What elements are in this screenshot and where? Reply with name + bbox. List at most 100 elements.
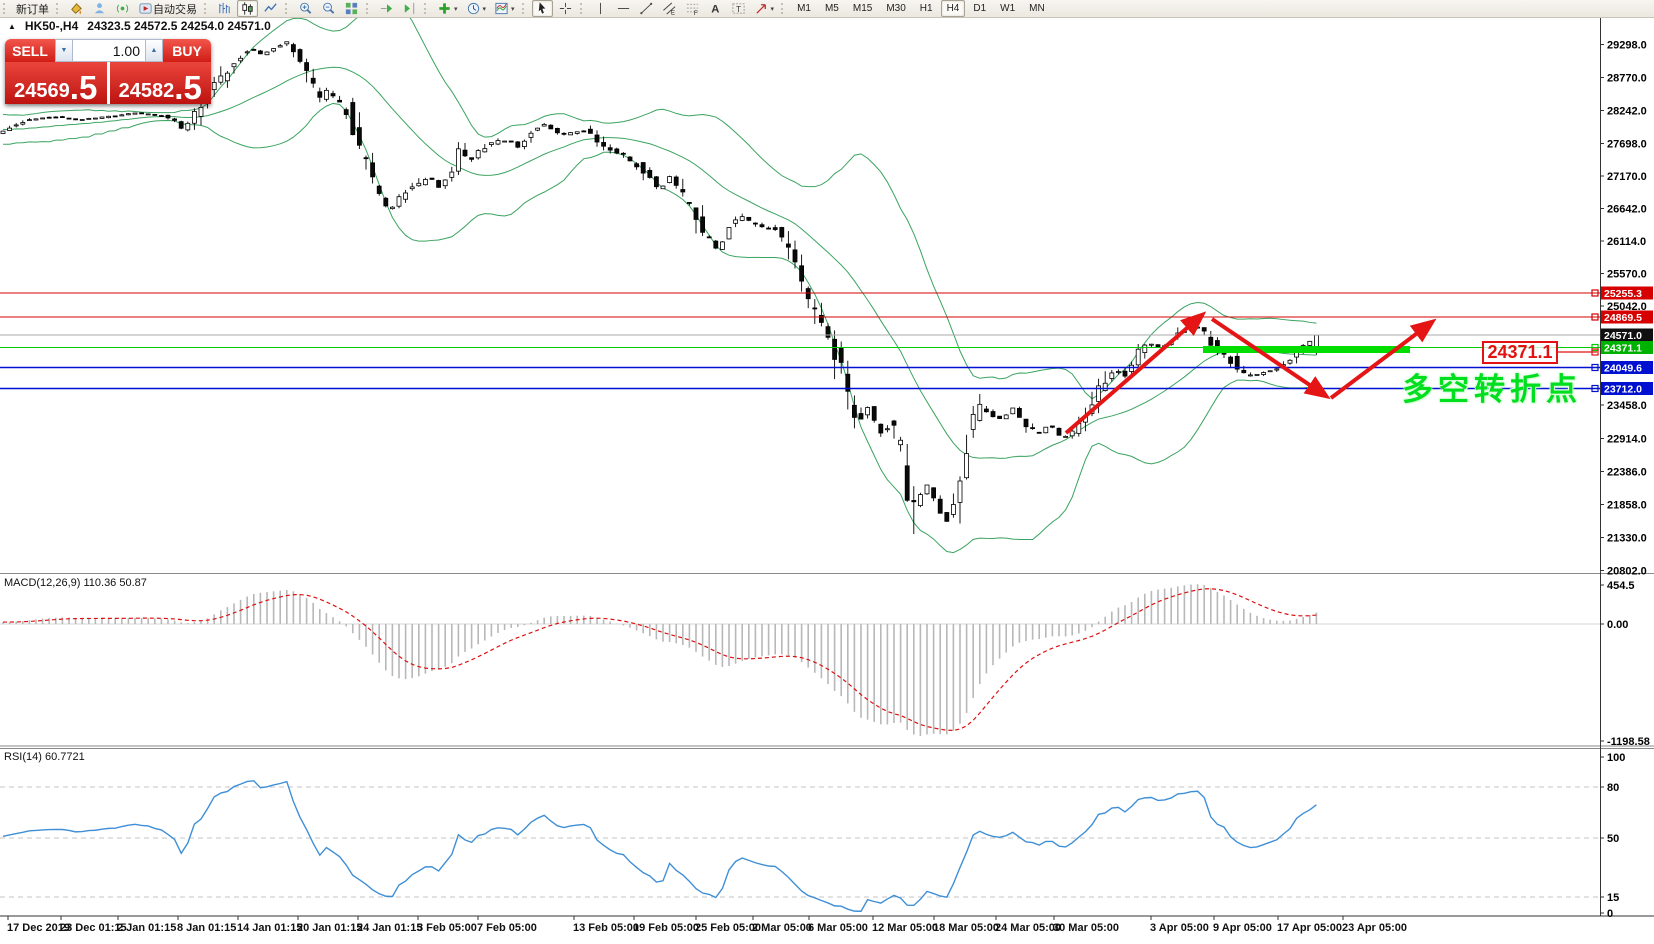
arrows-icon bbox=[755, 4, 766, 14]
sell-button[interactable]: SELL bbox=[5, 39, 55, 62]
community-button[interactable] bbox=[89, 0, 110, 17]
tf-h4-button[interactable]: H4 bbox=[940, 0, 966, 17]
templates-dropdown-icon[interactable]: ▾ bbox=[511, 5, 515, 13]
price-tag bbox=[1601, 328, 1653, 342]
svg-text:25042.0: 25042.0 bbox=[1607, 301, 1647, 313]
crosshair-button[interactable] bbox=[555, 0, 576, 17]
cursor-button[interactable] bbox=[531, 0, 553, 17]
rsi-levels bbox=[0, 786, 1600, 898]
indicators-button[interactable]: ▾ bbox=[434, 0, 461, 17]
svg-text:24049.6: 24049.6 bbox=[1604, 363, 1642, 375]
tf-w1-button[interactable]: W1 bbox=[994, 0, 1021, 17]
autotrading-button[interactable]: 自动交易 bbox=[135, 0, 200, 17]
tf-m1-button[interactable]: M1 bbox=[791, 0, 817, 17]
zoom-out-icon bbox=[323, 2, 335, 14]
buy-button[interactable]: BUY bbox=[163, 39, 211, 62]
text-icon: A bbox=[711, 4, 719, 16]
svg-text:2 Jan 01:15: 2 Jan 01:15 bbox=[117, 922, 176, 934]
sell-price-button[interactable]: 24569.5 bbox=[5, 62, 107, 104]
auto-scroll-button[interactable] bbox=[376, 0, 397, 17]
svg-text:17 Dec 2019: 17 Dec 2019 bbox=[7, 922, 70, 934]
new-order-button[interactable]: 新订单 bbox=[13, 0, 52, 17]
periods-dropdown-icon[interactable]: ▾ bbox=[482, 5, 487, 13]
zoom-out-button[interactable] bbox=[318, 0, 339, 17]
toolbar-group-grip bbox=[285, 3, 290, 14]
volume-down-button[interactable]: ▼ bbox=[55, 39, 73, 62]
price-tag bbox=[1601, 382, 1653, 395]
arrows-button[interactable]: ▾ bbox=[751, 0, 778, 17]
svg-text:3 Apr 05:00: 3 Apr 05:00 bbox=[1150, 922, 1209, 934]
volume-input[interactable]: 1.00 bbox=[73, 39, 145, 62]
chart-shift-button[interactable] bbox=[399, 0, 420, 17]
svg-text:25255.3: 25255.3 bbox=[1604, 288, 1642, 300]
zoom-in-button[interactable] bbox=[295, 0, 316, 17]
line-chart-button[interactable] bbox=[260, 0, 281, 17]
tf-m5-button[interactable]: M5 bbox=[819, 0, 845, 17]
svg-text:24 Jan 01:15: 24 Jan 01:15 bbox=[357, 922, 422, 934]
tf-m30-button[interactable]: M30 bbox=[880, 0, 911, 17]
templates-button[interactable]: ▾ bbox=[491, 0, 518, 17]
volume-up-button[interactable]: ▲ bbox=[145, 39, 163, 62]
signals-button[interactable] bbox=[112, 0, 133, 17]
svg-text:3 Feb 05:00: 3 Feb 05:00 bbox=[417, 922, 477, 934]
pane-frame bbox=[0, 17, 1654, 917]
tile-windows-button[interactable] bbox=[341, 0, 362, 17]
tf-m15-button-label: M15 bbox=[852, 3, 873, 14]
text-label-button[interactable]: T bbox=[728, 0, 749, 17]
bar-chart-button[interactable] bbox=[214, 0, 235, 17]
line-handle[interactable] bbox=[1591, 343, 1599, 352]
one-click-collapse-icon[interactable]: ▲ bbox=[8, 21, 16, 31]
trendline-icon bbox=[639, 2, 652, 15]
note-connector-handle[interactable] bbox=[1591, 348, 1599, 356]
candles-layer bbox=[0, 41, 1319, 535]
buy-price-button[interactable]: 24582.5 bbox=[109, 62, 211, 104]
tf-h1-button[interactable]: H1 bbox=[914, 0, 939, 17]
tf-w1-button-label: W1 bbox=[1000, 3, 1016, 14]
svg-text:0.00: 0.00 bbox=[1607, 619, 1628, 631]
trend-arrow[interactable] bbox=[1329, 318, 1437, 400]
price-tag bbox=[1601, 286, 1653, 300]
line-handle[interactable] bbox=[1591, 289, 1599, 297]
svg-text:80: 80 bbox=[1607, 782, 1619, 794]
svg-text:-1198.58: -1198.58 bbox=[1607, 736, 1650, 748]
trend-arrow[interactable] bbox=[1064, 311, 1207, 435]
templates-icon bbox=[495, 2, 508, 15]
equidistant-channel-button[interactable]: E bbox=[659, 0, 680, 17]
trendline-button[interactable] bbox=[636, 0, 657, 17]
rsi-indicator-label: RSI(14) 60.7721 bbox=[4, 751, 85, 763]
periods-button[interactable]: ▾ bbox=[463, 0, 490, 17]
arrows-dropdown-icon[interactable]: ▾ bbox=[770, 5, 775, 13]
price-axis[interactable]: 29298.0 28770.0 28242.0 27698.0 27170.0 26642… bbox=[1600, 40, 1653, 921]
tf-d1-button[interactable]: D1 bbox=[967, 0, 992, 17]
line-handle[interactable] bbox=[1591, 363, 1599, 372]
fibonacci-button[interactable]: F bbox=[682, 0, 703, 17]
svg-text:29298.0: 29298.0 bbox=[1607, 40, 1647, 52]
indicators-icon bbox=[439, 3, 450, 14]
chart-header: ▲ HK50-,H4 24323.5 24572.5 24254.0 24571… bbox=[8, 19, 271, 33]
turning-point-annotation[interactable]: 多空转折点 bbox=[1402, 372, 1582, 407]
indicators-dropdown-icon[interactable]: ▾ bbox=[454, 5, 458, 13]
candlestick-chart-button[interactable] bbox=[237, 0, 258, 17]
line-handle[interactable] bbox=[1591, 384, 1599, 393]
svg-text:7 Feb 05:00: 7 Feb 05:00 bbox=[477, 922, 537, 934]
horizontal-line-button[interactable] bbox=[613, 0, 634, 17]
trend-arrow[interactable] bbox=[1210, 317, 1331, 400]
line-handle[interactable] bbox=[1591, 313, 1599, 321]
vertical-line-button[interactable] bbox=[590, 0, 611, 17]
tf-mn-button[interactable]: MN bbox=[1023, 0, 1051, 17]
tile-windows-icon bbox=[345, 2, 358, 15]
tf-h1-button-label: H1 bbox=[919, 3, 933, 14]
price-annotation-box[interactable]: 24371.1 bbox=[1482, 341, 1558, 364]
tf-m15-button[interactable]: M15 bbox=[847, 0, 878, 17]
svg-text:19 Feb 05:00: 19 Feb 05:00 bbox=[633, 922, 699, 934]
styler-button[interactable] bbox=[66, 0, 87, 17]
macd-histogram bbox=[0, 584, 1600, 736]
svg-text:26114.0: 26114.0 bbox=[1607, 236, 1646, 248]
trend-arrows[interactable] bbox=[1064, 311, 1599, 435]
horizontal-level-lines[interactable] bbox=[0, 289, 1600, 393]
highlight-band[interactable] bbox=[1203, 346, 1410, 353]
highlight-band-layer[interactable] bbox=[1203, 346, 1410, 353]
text-button[interactable]: A bbox=[705, 0, 726, 17]
